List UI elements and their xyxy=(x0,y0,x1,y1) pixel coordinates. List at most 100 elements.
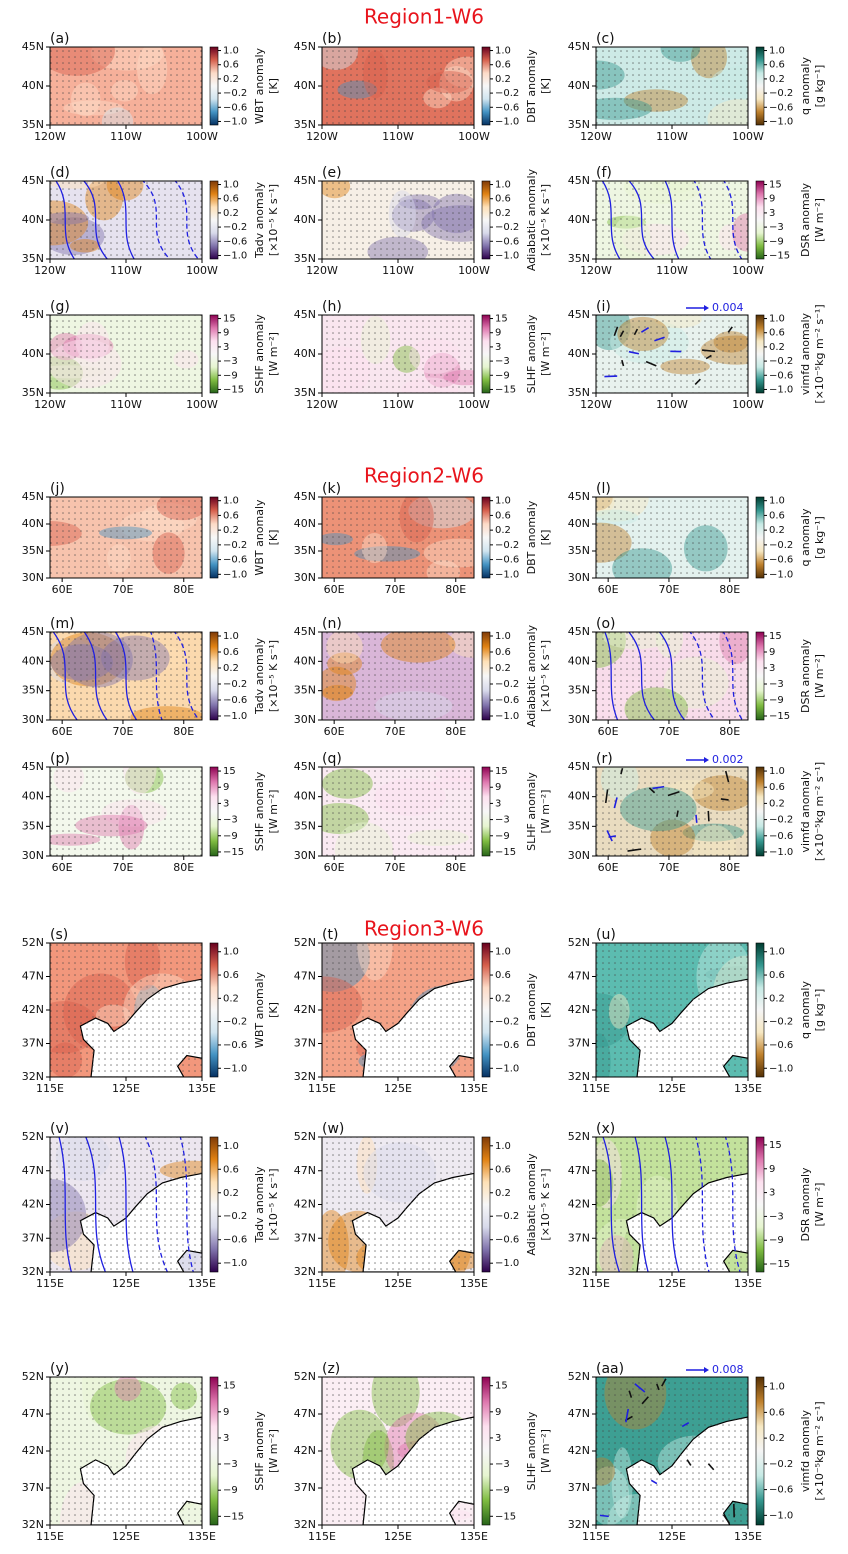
lat-tick-label: 52N xyxy=(22,936,44,949)
colorbar-label: SLHF anomaly xyxy=(525,1411,538,1490)
lat-tick-label: 30N xyxy=(22,849,44,862)
reference-vector-label: 0.008 xyxy=(712,1363,744,1376)
lon-tick-label: 60E xyxy=(324,725,345,738)
panel-label: (j) xyxy=(50,481,65,497)
panel-label: (u) xyxy=(596,927,616,943)
lat-tick-label: 30N xyxy=(22,571,44,584)
lon-tick-label: 80E xyxy=(445,725,466,738)
colorbar-tick-label: −9 xyxy=(223,831,238,842)
lat-tick-label: 30N xyxy=(568,849,590,862)
lon-tick-label: 110W xyxy=(382,130,414,143)
colorbar-tick-label: −0.6 xyxy=(223,102,247,113)
lon-tick-label: 70E xyxy=(384,861,405,874)
lat-tick-label: 52N xyxy=(22,1370,44,1383)
lat-tick-label: 45N xyxy=(568,308,590,321)
lon-tick-label: 135E xyxy=(188,1277,216,1290)
colorbar-label: SSHF anomaly xyxy=(253,1411,266,1491)
colorbar-tick-label: −0.6 xyxy=(223,555,247,566)
colorbar xyxy=(482,1137,490,1272)
lon-tick-label: 100W xyxy=(186,130,218,143)
colorbar-tick-label: 0.6 xyxy=(223,510,239,521)
colorbar-label: Tadv anomaly xyxy=(253,181,266,259)
colorbar-tick-label: 9 xyxy=(769,194,775,205)
stippling xyxy=(50,767,202,856)
lon-tick-label: 80E xyxy=(173,725,194,738)
colorbar xyxy=(756,943,764,1077)
colorbar-tick-label: 1.0 xyxy=(223,496,239,507)
colorbar-tick-label: −0.6 xyxy=(769,102,793,113)
colorbar-tick-label: −1.0 xyxy=(769,1510,793,1521)
colorbar-label: q anomaly xyxy=(799,57,812,115)
colorbar-tick-label: −0.6 xyxy=(495,555,519,566)
lon-tick-label: 110W xyxy=(110,130,142,143)
colorbar xyxy=(482,315,490,393)
colorbar-tick-label: 0.2 xyxy=(223,74,239,85)
panel-label: (w) xyxy=(322,1121,344,1137)
reference-arrowhead xyxy=(704,757,709,763)
panel-label: (a) xyxy=(50,31,70,47)
lat-tick-label: 30N xyxy=(294,571,316,584)
stippling xyxy=(322,1377,474,1525)
colorbar-tick-label: −9 xyxy=(495,370,510,381)
panel-label: (h) xyxy=(322,299,342,315)
lat-tick-label: 45N xyxy=(294,490,316,503)
colorbar-label: vimfd anomaly xyxy=(799,1409,812,1492)
colorbar-tick-label: 15 xyxy=(223,314,236,325)
colorbar-tick-label: −9 xyxy=(223,1485,238,1496)
colorbar-label: DBT anomaly xyxy=(525,49,538,123)
lon-tick-label: 125E xyxy=(384,1277,412,1290)
lon-tick-label: 120W xyxy=(306,130,338,143)
lon-tick-label: 110W xyxy=(382,398,414,411)
colorbar xyxy=(756,632,764,720)
colorbar-label: [×10⁻⁵ K s⁻¹] xyxy=(539,1168,552,1240)
lon-tick-label: 100W xyxy=(732,264,764,277)
colorbar-tick-label: −0.6 xyxy=(495,1040,519,1051)
lon-tick-label: 120W xyxy=(306,398,338,411)
colorbar-label: [K] xyxy=(267,1002,280,1018)
lon-tick-label: 110W xyxy=(110,264,142,277)
map-panel xyxy=(596,170,761,262)
lat-tick-label: 40N xyxy=(294,347,316,360)
colorbar-tick-label: −15 xyxy=(495,847,516,858)
lon-tick-label: 80E xyxy=(173,861,194,874)
panel-label: (r) xyxy=(596,751,613,767)
colorbar-label: DSR anomaly xyxy=(799,1167,812,1242)
lon-tick-label: 135E xyxy=(734,1277,762,1290)
colorbar-tick-label: −0.6 xyxy=(495,1235,519,1246)
colorbar-tick-label: 0.2 xyxy=(769,74,785,85)
colorbar-label: WBT anomaly xyxy=(253,47,266,124)
colorbar xyxy=(756,497,764,578)
lon-tick-label: 135E xyxy=(734,1082,762,1095)
colorbar xyxy=(210,315,218,393)
colorbar-tick-label: 1.0 xyxy=(495,46,511,57)
lon-tick-label: 115E xyxy=(582,1082,610,1095)
lat-tick-label: 45N xyxy=(294,174,316,187)
colorbar-label: Adiabatic anomaly xyxy=(525,1153,538,1256)
stippling xyxy=(322,497,474,578)
lat-tick-label: 42N xyxy=(22,1198,44,1211)
lon-tick-label: 135E xyxy=(460,1082,488,1095)
lon-tick-label: 135E xyxy=(188,1082,216,1095)
panel-label: (d) xyxy=(50,165,70,181)
colorbar xyxy=(210,181,218,259)
colorbar-tick-label: −0.2 xyxy=(769,88,793,99)
colorbar-tick-label: 0.6 xyxy=(769,60,785,71)
colorbar-tick-label: 9 xyxy=(223,328,229,339)
panel-label: (t) xyxy=(322,927,338,943)
colorbar-tick-label: 0.2 xyxy=(495,74,511,85)
colorbar-tick-label: −1.0 xyxy=(495,1258,519,1269)
lat-tick-label: 42N xyxy=(22,1444,44,1457)
colorbar-tick-label: 3 xyxy=(769,663,775,674)
colorbar-label: [W m⁻²] xyxy=(813,198,826,242)
colorbar-tick-label: 1.0 xyxy=(495,631,511,642)
colorbar-tick-label: 15 xyxy=(495,314,508,325)
stippling xyxy=(596,47,748,125)
colorbar-label: [K] xyxy=(539,1002,552,1018)
colorbar-label: q anomaly xyxy=(799,981,812,1039)
lon-tick-label: 70E xyxy=(658,725,679,738)
lat-tick-label: 40N xyxy=(294,790,316,803)
panel-label: (aa) xyxy=(596,1361,624,1377)
colorbar-tick-label: −1.0 xyxy=(495,1063,519,1074)
colorbar-tick-label: −0.2 xyxy=(769,540,793,551)
colorbar-label: WBT anomaly xyxy=(253,971,266,1048)
